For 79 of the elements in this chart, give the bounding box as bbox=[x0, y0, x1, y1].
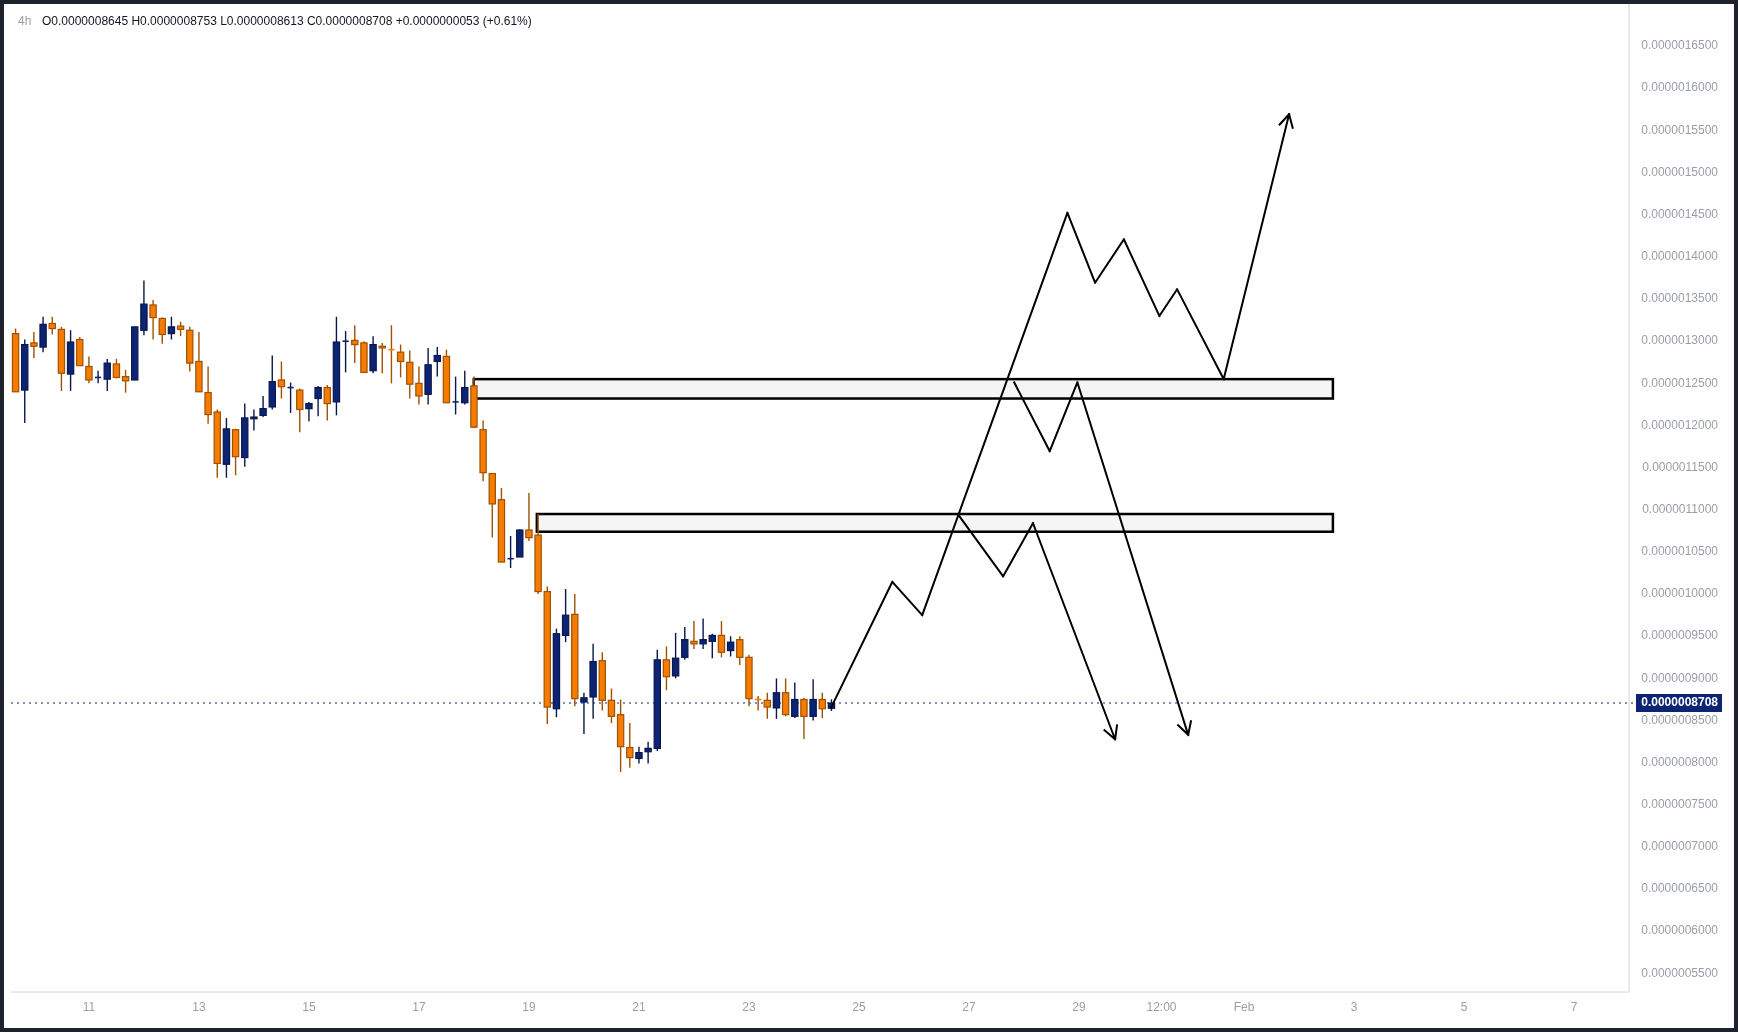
x-tick-label: 11 bbox=[82, 1000, 96, 1015]
candlestick bbox=[85, 355, 93, 385]
y-tick-label: 0.0000010000 bbox=[1641, 586, 1719, 601]
candlestick bbox=[149, 299, 157, 341]
x-tick-label: 23 bbox=[742, 1000, 756, 1015]
y-tick-label: 0.0000016500 bbox=[1641, 38, 1719, 53]
y-tick-label: 0.0000009500 bbox=[1641, 628, 1719, 643]
candlestick bbox=[314, 385, 322, 417]
candlestick bbox=[690, 620, 698, 650]
y-tick-label: 0.0000009000 bbox=[1641, 670, 1719, 685]
candlestick bbox=[378, 342, 386, 374]
y-tick-label: 0.0000006500 bbox=[1641, 881, 1719, 896]
y-tick-label: 0.0000012500 bbox=[1641, 375, 1719, 390]
text: O0.0000008645 H0.0000008753 L0.0000008613 C0.0000008708 +0.0000000053 (+0.61%) bbox=[42, 14, 532, 28]
candlestick bbox=[662, 645, 671, 691]
x-tick-label: 21 bbox=[632, 1000, 646, 1015]
y-tick-label: 0.0000013500 bbox=[1641, 291, 1719, 306]
candlestick bbox=[626, 722, 634, 769]
x-tick-label: 13 bbox=[192, 1000, 206, 1015]
candlestick bbox=[167, 316, 176, 341]
x-tick-label: 25 bbox=[852, 1000, 866, 1015]
ref-line-label: 0.0000008708 bbox=[1641, 695, 1719, 710]
x-tick-label: 29 bbox=[1072, 1000, 1086, 1015]
candlestick bbox=[296, 387, 304, 433]
candlestick bbox=[341, 330, 350, 374]
y-tick-label: 0.0000008000 bbox=[1641, 754, 1719, 769]
candlestick bbox=[671, 632, 680, 680]
candlestick bbox=[818, 692, 827, 719]
y-tick-label: 0.0000014000 bbox=[1641, 249, 1719, 264]
candlestick bbox=[461, 370, 469, 406]
candlestick bbox=[791, 681, 799, 719]
candlestick bbox=[708, 633, 716, 659]
candlestick bbox=[305, 401, 313, 422]
candlestick bbox=[121, 369, 130, 394]
candlestick bbox=[644, 740, 652, 765]
x-tick-label: 27 bbox=[962, 1000, 976, 1015]
candlestick bbox=[451, 375, 460, 416]
candlestick bbox=[323, 384, 331, 422]
candlestick bbox=[699, 617, 707, 650]
y-tick-label: 0.0000010500 bbox=[1641, 544, 1719, 559]
candlestick bbox=[396, 343, 405, 379]
candlestick bbox=[717, 620, 726, 659]
candlestick bbox=[259, 395, 267, 418]
candlestick bbox=[30, 331, 38, 359]
candlestick bbox=[607, 687, 616, 724]
y-tick-label: 0.0000014500 bbox=[1641, 206, 1719, 221]
candlestick bbox=[561, 588, 570, 643]
y-tick-label: 0.0000012000 bbox=[1641, 417, 1719, 432]
text: 4h bbox=[18, 14, 32, 28]
candlestick bbox=[763, 692, 772, 720]
y-tick-label: 0.0000006000 bbox=[1641, 923, 1719, 938]
x-tick-label: 19 bbox=[522, 1000, 536, 1015]
x-tick-label: 17 bbox=[412, 1000, 426, 1015]
x-tick-label: 7 bbox=[1570, 1000, 1578, 1015]
candlestick bbox=[103, 358, 111, 392]
y-tick-label: 0.0000013000 bbox=[1641, 333, 1719, 348]
candlestick bbox=[800, 697, 808, 740]
x-tick-label: 15 bbox=[302, 1000, 316, 1015]
y-tick-label: 0.0000011000 bbox=[1642, 501, 1719, 516]
candlestick bbox=[681, 626, 689, 661]
x-tick-label: 5 bbox=[1460, 1000, 1468, 1015]
y-tick-label: 0.0000015500 bbox=[1641, 122, 1719, 137]
y-tick-label: 0.0000007000 bbox=[1641, 839, 1719, 854]
x-tick-label: 3 bbox=[1350, 1000, 1358, 1015]
y-tick-label: 0.0000008500 bbox=[1641, 712, 1719, 727]
candlestick bbox=[781, 677, 790, 718]
x-tick-label: Feb bbox=[1233, 1000, 1255, 1015]
y-tick-label: 0.0000011500 bbox=[1642, 459, 1719, 474]
y-tick-label: 0.0000007500 bbox=[1641, 797, 1719, 812]
candlestick bbox=[158, 316, 166, 345]
candlestick bbox=[277, 360, 286, 400]
y-tick-label: 0.0000005500 bbox=[1641, 965, 1719, 980]
y-tick-label: 0.0000016000 bbox=[1641, 80, 1719, 95]
candlestick bbox=[39, 316, 47, 353]
candlestick bbox=[433, 346, 441, 378]
candlestick bbox=[726, 635, 735, 658]
x-tick-label: 12:00 bbox=[1146, 1000, 1177, 1015]
y-tick-label: 0.0000015000 bbox=[1641, 164, 1719, 179]
candlestick bbox=[809, 678, 817, 722]
